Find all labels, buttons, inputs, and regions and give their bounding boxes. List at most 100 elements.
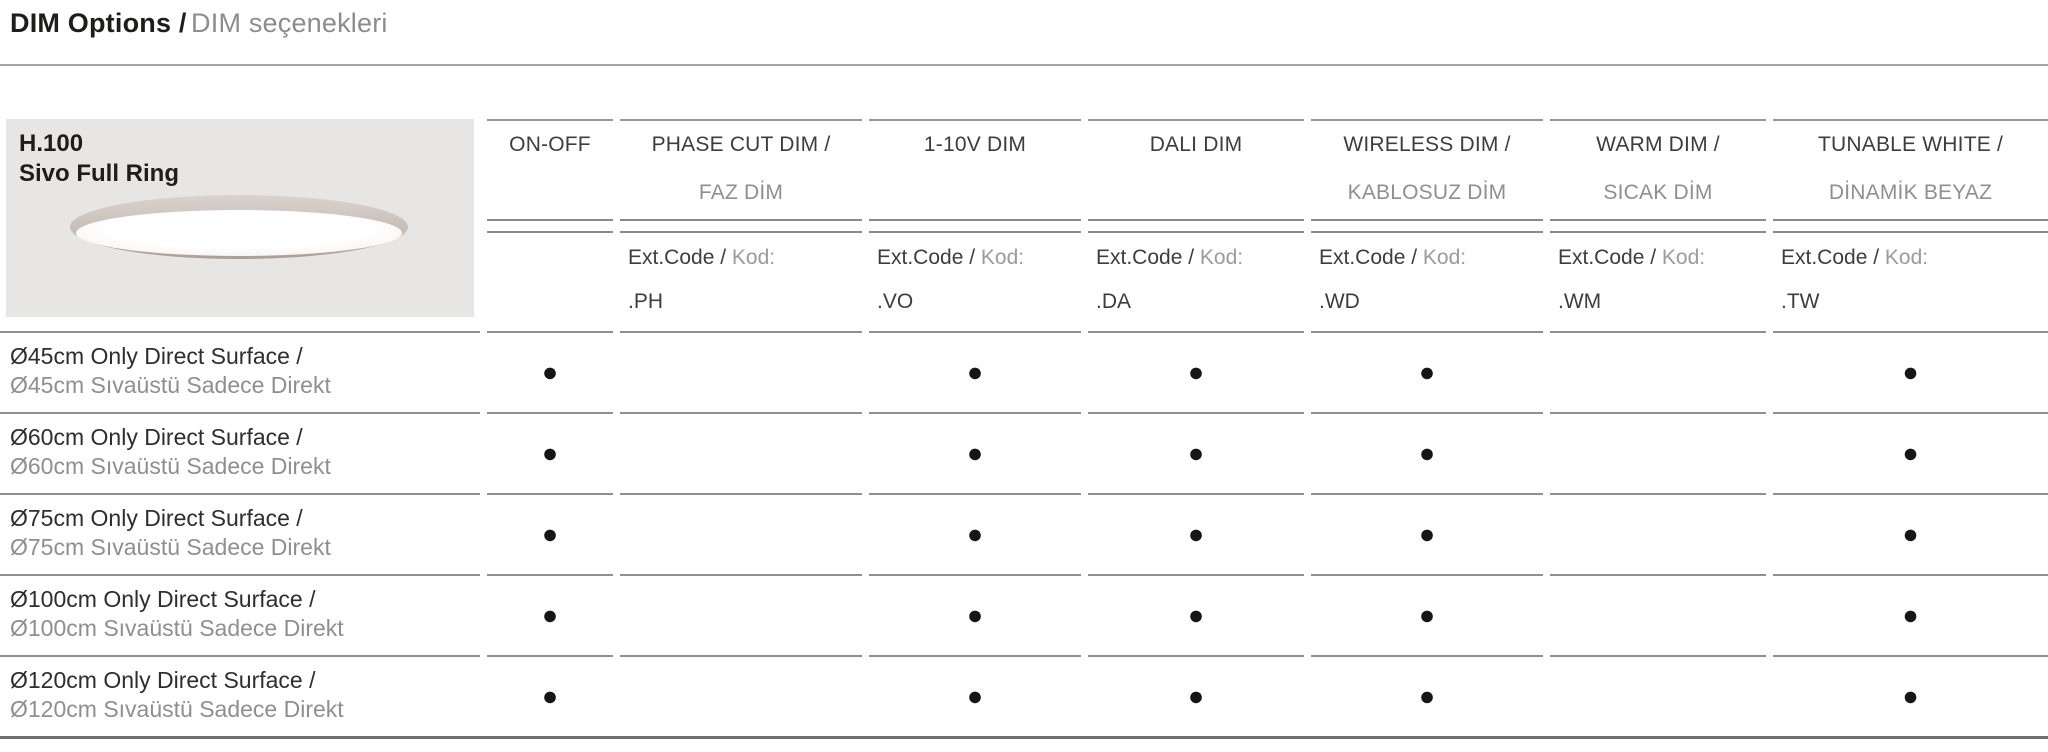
availability-dot: ●	[1311, 655, 1543, 736]
page-title-en: DIM Options /	[10, 8, 187, 38]
row-label-tr: Ø45cm Sıvaüstü Sadece Direkt	[10, 372, 331, 398]
ext-code-value: .WD	[1319, 290, 1360, 313]
column-label-en: DALI DIM	[1149, 133, 1243, 156]
row-label-60cm: Ø60cm Only Direct Surface / Ø60cm Sıvaüs…	[0, 412, 480, 493]
column-header-warm-dim: WARM DIM / SICAK DİM Ext.Code / Kod: .WM	[1550, 119, 1766, 331]
row-label-en: Ø45cm Only Direct Surface /	[10, 343, 303, 369]
column-label-en: PHASE CUT DIM /	[651, 133, 831, 156]
double-rule	[1311, 219, 1543, 233]
availability-dot: ●	[1088, 493, 1304, 574]
row-label-en: Ø120cm Only Direct Surface /	[10, 667, 316, 693]
column-label-en: TUNABLE WHITE /	[1817, 133, 2004, 156]
availability-dot: ●	[487, 493, 613, 574]
row-label-tr: Ø60cm Sıvaüstü Sadece Direkt	[10, 453, 331, 479]
column-label-en: ON-OFF	[509, 133, 591, 156]
title-divider	[0, 64, 2048, 66]
double-rule	[620, 219, 862, 233]
double-rule	[1550, 219, 1766, 233]
ext-code-value: .WM	[1558, 290, 1602, 313]
row-label-en: Ø75cm Only Direct Surface /	[10, 505, 303, 531]
column-label-tr: KABLOSUZ DİM	[1347, 181, 1507, 204]
availability-dot: ●	[869, 655, 1081, 736]
availability-dot: ●	[1773, 574, 2048, 655]
availability-dot: ●	[869, 331, 1081, 412]
lamp-light-face	[76, 210, 402, 256]
row-label-45cm: Ø45cm Only Direct Surface / Ø45cm Sıvaüs…	[0, 331, 480, 412]
availability-dot: ●	[1088, 412, 1304, 493]
availability-dot	[620, 655, 862, 736]
product-name: Sivo Full Ring	[19, 160, 179, 187]
column-label-en: WIRELESS DIM /	[1343, 133, 1511, 156]
double-rule	[1088, 219, 1304, 233]
ext-code-label: Ext.Code / Kod:	[1781, 246, 1929, 269]
availability-dot: ●	[487, 574, 613, 655]
page-title-tr: DIM seçenekleri	[191, 8, 388, 38]
availability-dot: ●	[487, 655, 613, 736]
ext-code-label: Ext.Code / Kod:	[877, 246, 1025, 269]
availability-dot: ●	[1773, 655, 2048, 736]
availability-dot: ●	[487, 331, 613, 412]
availability-dot: ●	[869, 493, 1081, 574]
availability-dot	[1550, 331, 1766, 412]
availability-dot	[620, 493, 862, 574]
column-header-on-off: ON-OFF	[487, 119, 613, 331]
availability-dot	[1550, 574, 1766, 655]
ext-code-label: Ext.Code / Kod:	[628, 246, 776, 269]
ext-code-label: Ext.Code / Kod:	[1558, 246, 1706, 269]
column-label-tr	[487, 180, 613, 206]
column-header-wireless-dim: WIRELESS DIM / KABLOSUZ DİM Ext.Code / K…	[1311, 119, 1543, 331]
availability-dot: ●	[1773, 331, 2048, 412]
row-label-100cm: Ø100cm Only Direct Surface / Ø100cm Sıva…	[0, 574, 480, 655]
column-header-tunable-white: TUNABLE WHITE / DİNAMİK BEYAZ Ext.Code /…	[1773, 119, 2048, 331]
column-label-tr: SICAK DİM	[1603, 181, 1713, 204]
availability-dot	[1550, 655, 1766, 736]
product-image-box: H.100 Sivo Full Ring	[6, 119, 474, 317]
column-header-dali-dim: DALI DIM Ext.Code / Kod: .DA	[1088, 119, 1304, 331]
availability-dot: ●	[487, 412, 613, 493]
availability-dot: ●	[1311, 412, 1543, 493]
table-bottom-rule	[0, 736, 2048, 739]
ceiling-lamp-image	[70, 195, 408, 259]
availability-dot: ●	[1773, 412, 2048, 493]
availability-dot: ●	[1773, 493, 2048, 574]
double-rule	[487, 219, 613, 233]
column-label-tr	[869, 180, 1081, 206]
column-label-tr	[1088, 180, 1304, 206]
ext-code-value: .TW	[1781, 290, 1820, 313]
availability-dot: ●	[1088, 574, 1304, 655]
column-label-tr: FAZ DİM	[698, 181, 784, 204]
row-label-tr: Ø120cm Sıvaüstü Sadece Direkt	[10, 696, 344, 722]
availability-dot: ●	[869, 412, 1081, 493]
ext-code-value: .PH	[628, 290, 664, 313]
product-model: H.100	[19, 130, 84, 157]
row-label-120cm: Ø120cm Only Direct Surface / Ø120cm Sıva…	[0, 655, 480, 736]
ext-code-value: .VO	[877, 290, 914, 313]
column-label-en: 1-10V DIM	[923, 133, 1027, 156]
availability-dot: ●	[1311, 331, 1543, 412]
ext-code-label: Ext.Code / Kod:	[1319, 246, 1467, 269]
column-header-phase-cut-dim: PHASE CUT DIM / FAZ DİM Ext.Code / Kod: …	[620, 119, 862, 331]
ext-code-label: Ext.Code / Kod:	[1096, 246, 1244, 269]
availability-dot	[620, 574, 862, 655]
page-title: DIM Options / DIM seçenekleri	[0, 0, 2048, 39]
column-label-tr: DİNAMİK BEYAZ	[1828, 181, 1993, 204]
ext-code-value: .DA	[1096, 290, 1132, 313]
availability-dot: ●	[1088, 331, 1304, 412]
row-label-tr: Ø100cm Sıvaüstü Sadece Direkt	[10, 615, 344, 641]
row-label-75cm: Ø75cm Only Direct Surface / Ø75cm Sıvaüs…	[0, 493, 480, 574]
row-label-en: Ø60cm Only Direct Surface /	[10, 424, 303, 450]
row-label-tr: Ø75cm Sıvaüstü Sadece Direkt	[10, 534, 331, 560]
availability-dot: ●	[1088, 655, 1304, 736]
double-rule	[869, 219, 1081, 233]
availability-dot	[620, 412, 862, 493]
dim-options-table: H.100 Sivo Full Ring ON-OFF PHASE CUT DI…	[0, 119, 2048, 739]
double-rule	[1773, 219, 2048, 233]
availability-dot	[1550, 493, 1766, 574]
column-label-en: WARM DIM /	[1596, 133, 1720, 156]
ext-code-label	[487, 245, 613, 271]
availability-dot: ●	[869, 574, 1081, 655]
ext-code-value	[487, 289, 613, 315]
column-header-1-10v-dim: 1-10V DIM Ext.Code / Kod: .VO	[869, 119, 1081, 331]
availability-dot	[1550, 412, 1766, 493]
